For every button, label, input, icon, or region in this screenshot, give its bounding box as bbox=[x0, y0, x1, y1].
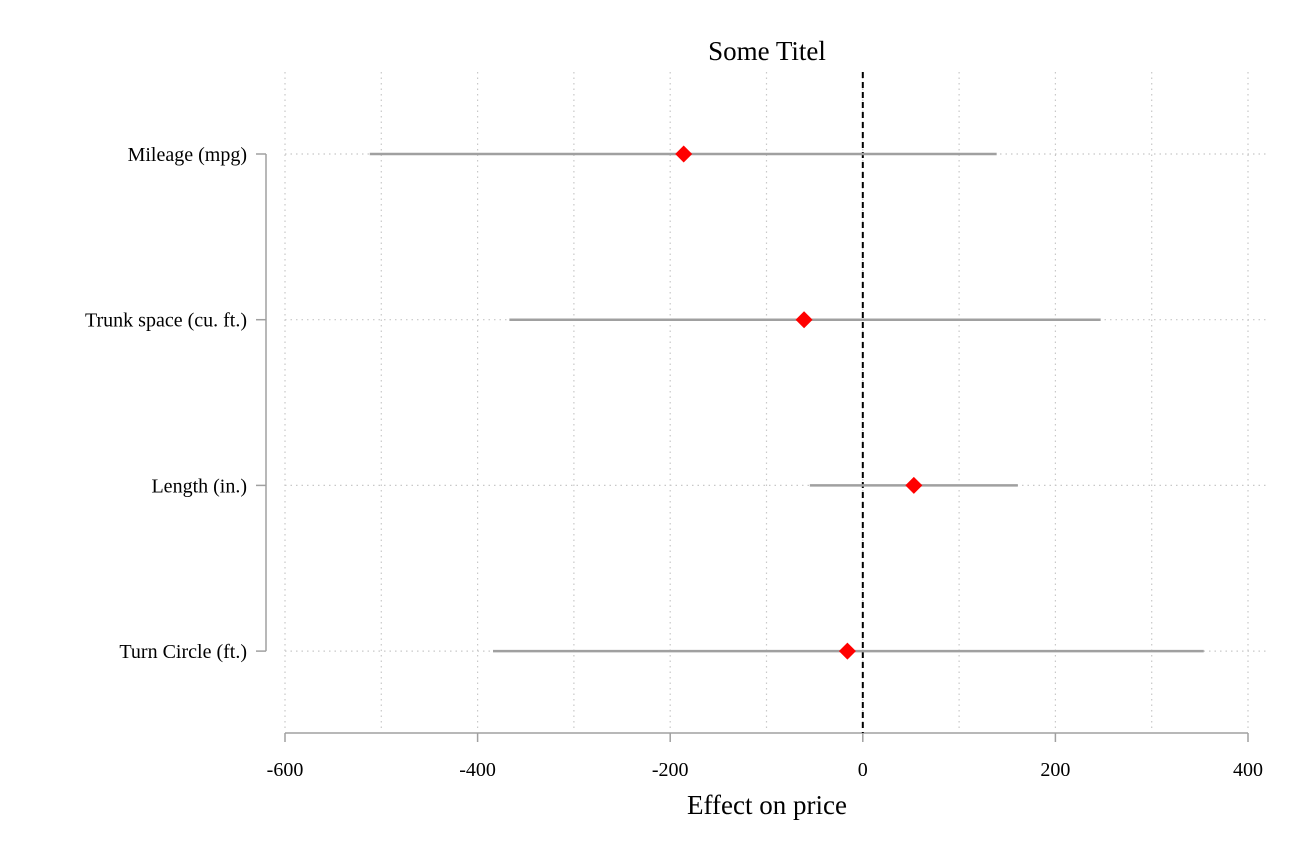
y-category-label: Length (in.) bbox=[151, 475, 247, 497]
x-tick-label: -600 bbox=[267, 759, 304, 781]
confidence-intervals bbox=[369, 152, 1204, 653]
y-category-labels: Mileage (mpg) Trunk space (cu. ft.) Length… bbox=[85, 144, 247, 663]
x-tick-labels: -600 -400 -200 0 200 400 bbox=[267, 759, 1263, 781]
x-tick-label: 200 bbox=[1040, 759, 1070, 781]
point-estimate-marker bbox=[838, 642, 856, 660]
x-tick-label: -400 bbox=[459, 759, 496, 781]
x-tick-label: 400 bbox=[1233, 759, 1263, 781]
point-estimate-marker bbox=[905, 476, 923, 494]
y-category-label: Trunk space (cu. ft.) bbox=[85, 310, 247, 332]
axes bbox=[256, 153, 1249, 742]
y-category-label: Turn Circle (ft.) bbox=[119, 641, 247, 663]
x-axis-label: Effect on price bbox=[687, 790, 847, 820]
point-estimates bbox=[675, 145, 923, 660]
grid-lines bbox=[284, 72, 1268, 729]
point-estimate-marker bbox=[675, 145, 693, 163]
point-estimate-marker bbox=[795, 311, 813, 329]
x-tick-label: 0 bbox=[858, 759, 868, 781]
y-category-label: Mileage (mpg) bbox=[128, 144, 247, 166]
chart-title: Some Titel bbox=[708, 36, 826, 66]
x-tick-label: -200 bbox=[652, 759, 689, 781]
